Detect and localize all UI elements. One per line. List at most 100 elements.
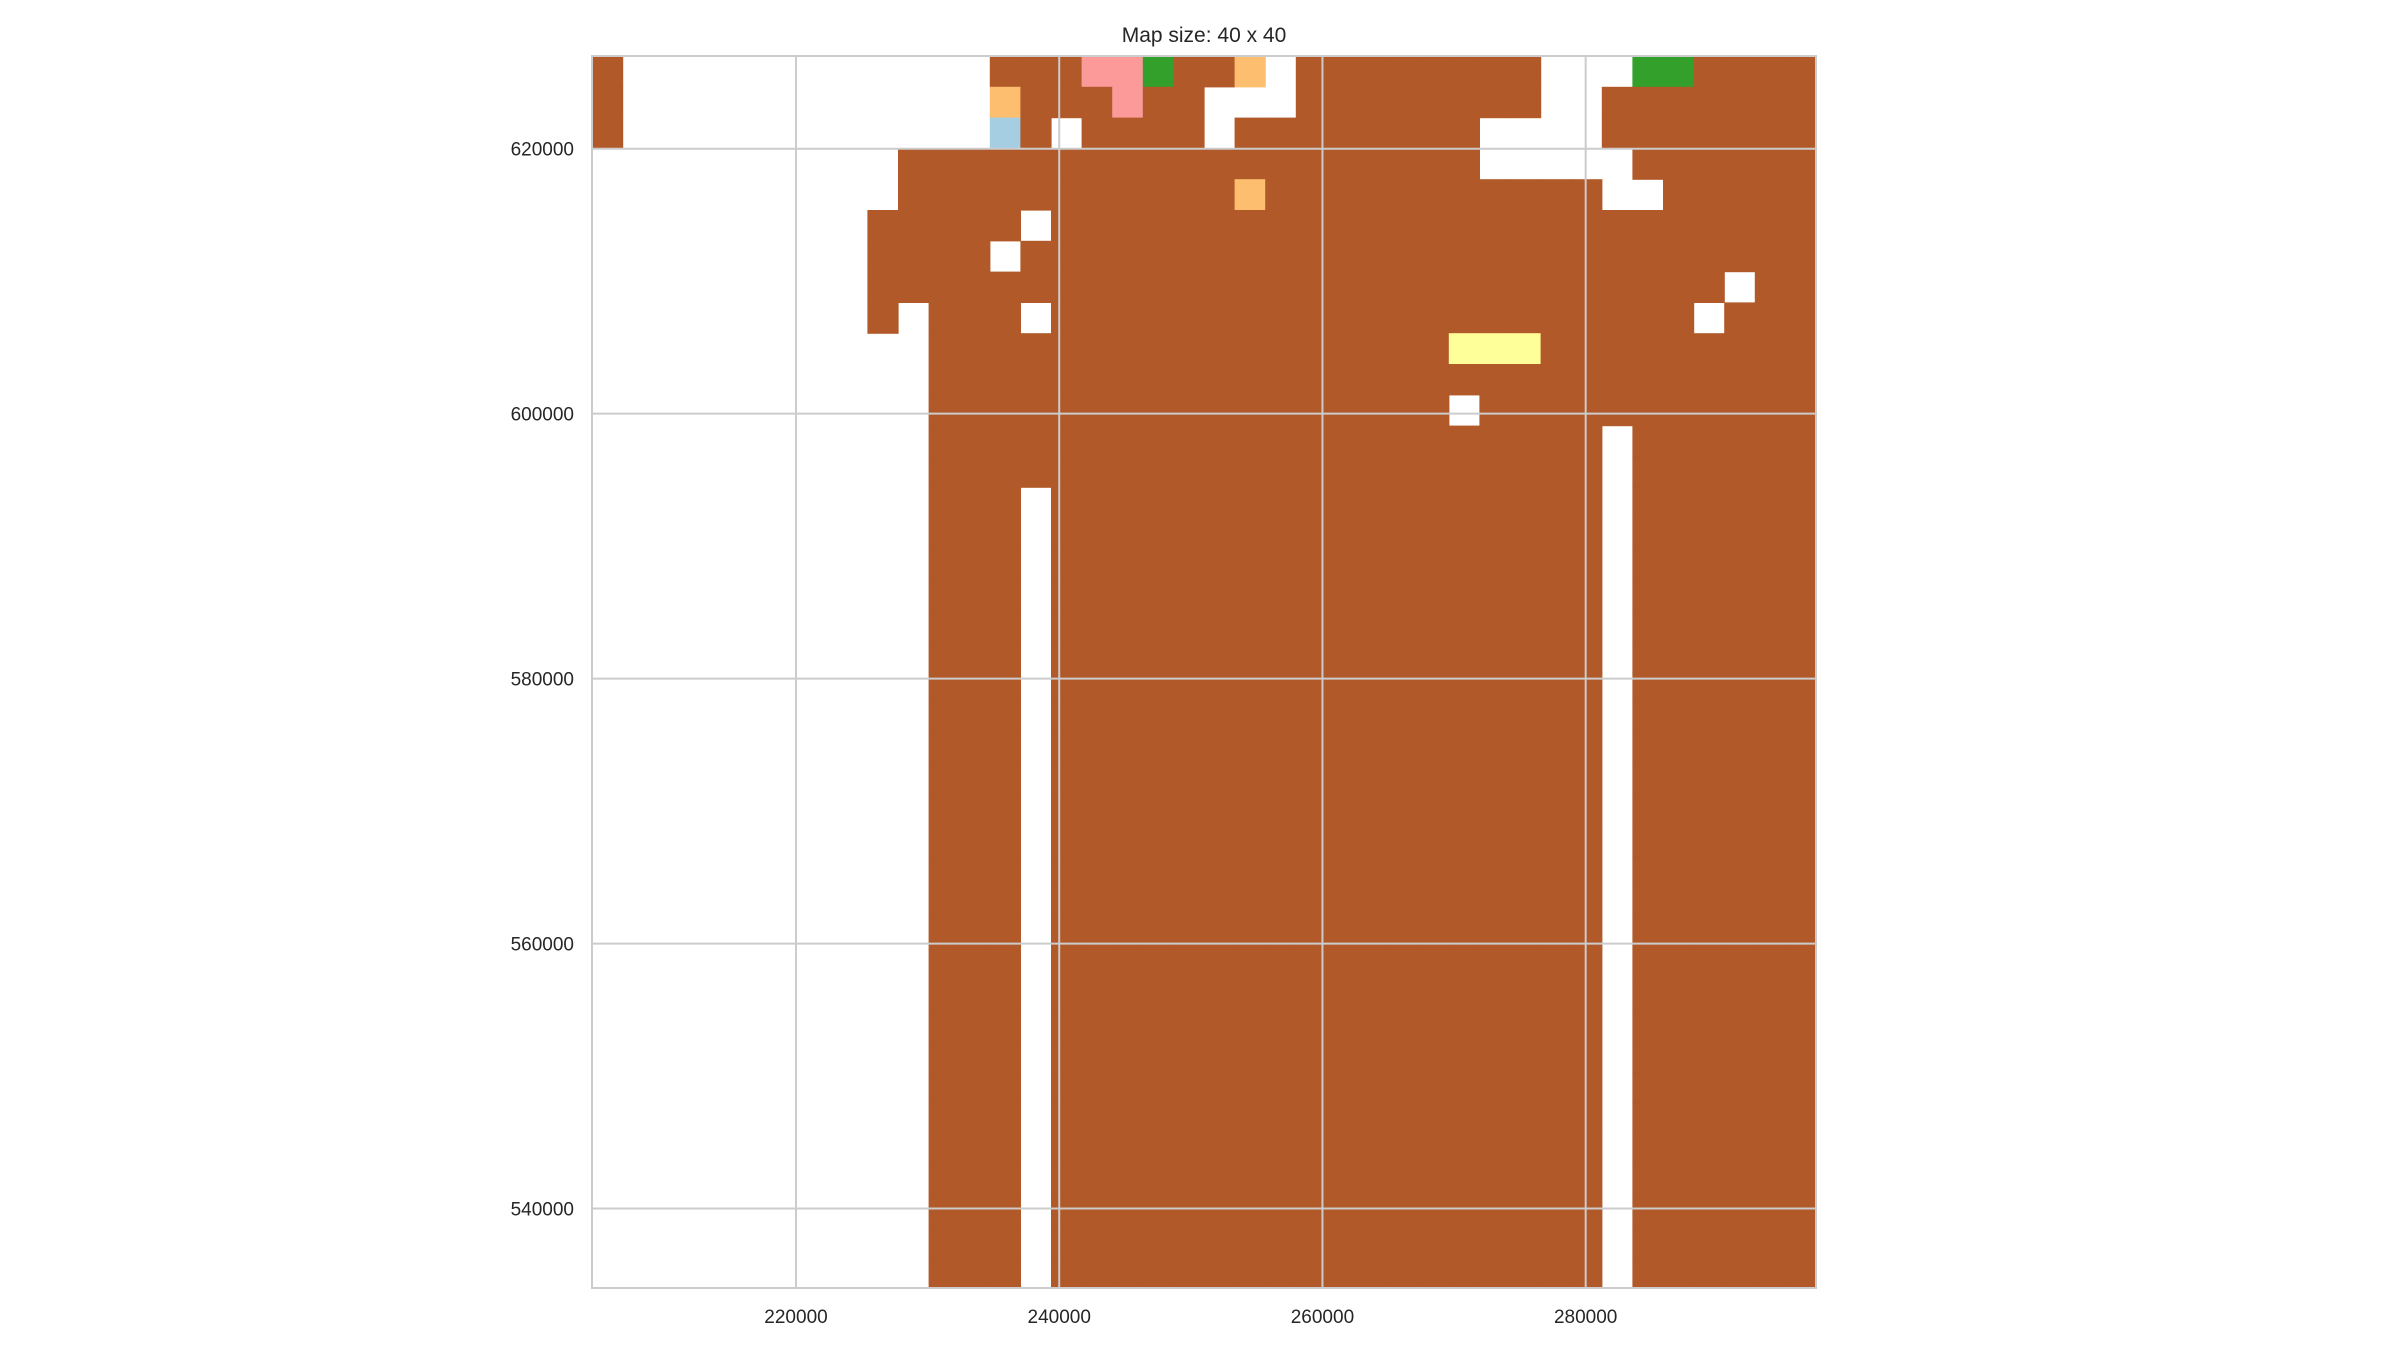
map-cell bbox=[1448, 1195, 1480, 1227]
map-cell bbox=[1785, 425, 1817, 457]
map-cell bbox=[928, 949, 960, 981]
map-cell bbox=[1357, 1134, 1389, 1166]
map-cell bbox=[1418, 764, 1450, 796]
map-cell bbox=[1754, 1164, 1786, 1197]
map-cell bbox=[1112, 1195, 1144, 1227]
map-cell bbox=[1693, 795, 1725, 827]
map-cell bbox=[1693, 333, 1725, 365]
map-cell bbox=[1173, 394, 1205, 427]
map-cell bbox=[1632, 117, 1664, 149]
map-cell bbox=[989, 117, 1021, 149]
map-cell bbox=[1785, 302, 1817, 334]
map-cell bbox=[928, 579, 960, 611]
map-cell bbox=[1448, 579, 1480, 611]
map-cell bbox=[1479, 210, 1511, 242]
map-cell bbox=[1051, 856, 1083, 889]
map-cell bbox=[959, 887, 991, 919]
map-cell bbox=[1510, 271, 1542, 303]
map-cell bbox=[1785, 210, 1817, 242]
map-cell bbox=[1357, 980, 1389, 1012]
map-cell bbox=[1448, 610, 1480, 642]
map-cell bbox=[1173, 1134, 1205, 1166]
map-cell bbox=[1142, 826, 1174, 858]
map-cell bbox=[1724, 148, 1756, 180]
map-cell bbox=[1448, 179, 1480, 211]
map-cell bbox=[1142, 702, 1174, 735]
map-cell bbox=[1173, 641, 1205, 673]
map-cell bbox=[1204, 1257, 1236, 1289]
map-cell bbox=[1479, 364, 1511, 396]
map-cell bbox=[1418, 641, 1450, 673]
map-cell bbox=[1204, 1010, 1236, 1043]
map-cell bbox=[1081, 826, 1113, 858]
map-cell bbox=[1387, 887, 1419, 919]
map-cell bbox=[592, 56, 624, 88]
map-cell bbox=[1387, 1257, 1419, 1289]
map-cell bbox=[1540, 918, 1572, 950]
map-cell bbox=[1051, 333, 1083, 365]
map-cell bbox=[1479, 733, 1511, 765]
map-cell bbox=[1173, 1257, 1205, 1289]
map-cell bbox=[1663, 887, 1695, 919]
map-cell bbox=[1785, 1041, 1817, 1073]
map-cell bbox=[1663, 1134, 1695, 1166]
map-cell bbox=[1693, 918, 1725, 950]
map-cell bbox=[1663, 1195, 1695, 1227]
map-cell bbox=[1081, 733, 1113, 765]
map-cell bbox=[1234, 117, 1266, 149]
map-cell bbox=[1112, 918, 1144, 950]
map-cell bbox=[959, 518, 991, 550]
map-cell bbox=[1632, 579, 1664, 611]
map-cell bbox=[1387, 1164, 1419, 1197]
map-cell bbox=[1510, 1134, 1542, 1166]
map-cell bbox=[1051, 240, 1083, 273]
map-cell bbox=[1051, 1072, 1083, 1104]
map-cell bbox=[1081, 394, 1113, 427]
map-cell bbox=[1754, 1103, 1786, 1135]
map-cell bbox=[1326, 456, 1358, 488]
map-cell bbox=[928, 487, 960, 519]
map-cell bbox=[1754, 425, 1786, 457]
map-cell bbox=[1204, 826, 1236, 858]
map-cell bbox=[1724, 179, 1756, 211]
map-cell bbox=[959, 1195, 991, 1227]
map-cell bbox=[1326, 1257, 1358, 1289]
map-cell bbox=[989, 456, 1021, 488]
map-cell bbox=[1448, 887, 1480, 919]
map-cell bbox=[1020, 240, 1052, 273]
map-cell bbox=[1326, 1134, 1358, 1166]
map-cell bbox=[1265, 1257, 1297, 1289]
map-cell bbox=[1418, 918, 1450, 950]
x-tick-label: 220000 bbox=[764, 1307, 827, 1328]
map-cell bbox=[1540, 702, 1572, 735]
map-cell bbox=[1357, 86, 1389, 119]
map-cell bbox=[1357, 856, 1389, 889]
map-cell bbox=[928, 1226, 960, 1258]
map-cell bbox=[1142, 487, 1174, 519]
map-cell bbox=[1234, 1072, 1266, 1104]
map-cell bbox=[1632, 826, 1664, 858]
map-cell bbox=[1663, 487, 1695, 519]
map-cell bbox=[928, 856, 960, 889]
map-cell bbox=[1387, 487, 1419, 519]
map-cell bbox=[1204, 702, 1236, 735]
map-cell bbox=[1754, 456, 1786, 488]
map-cell bbox=[1540, 949, 1572, 981]
map-cell bbox=[1540, 1010, 1572, 1043]
map-cell bbox=[1632, 856, 1664, 889]
map-cell bbox=[1204, 1041, 1236, 1073]
map-cell bbox=[1540, 1103, 1572, 1135]
map-cell bbox=[1632, 1257, 1664, 1289]
map-cell bbox=[1448, 918, 1480, 950]
map-cell bbox=[1448, 333, 1480, 365]
map-cell bbox=[867, 240, 899, 273]
map-cell bbox=[1571, 856, 1603, 889]
map-cell bbox=[1265, 148, 1297, 180]
map-cell bbox=[1724, 764, 1756, 796]
map-cell bbox=[1326, 1164, 1358, 1197]
map-cell bbox=[1448, 764, 1480, 796]
map-cell bbox=[1601, 271, 1633, 303]
map-cell bbox=[1204, 856, 1236, 889]
map-cell bbox=[1693, 764, 1725, 796]
map-cell bbox=[1265, 548, 1297, 581]
